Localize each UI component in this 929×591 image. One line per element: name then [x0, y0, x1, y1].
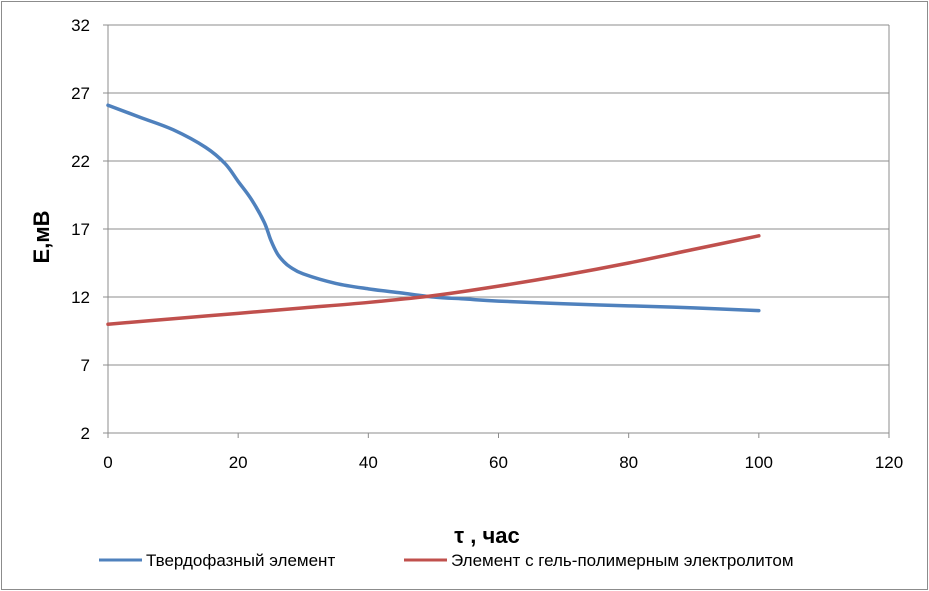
- y-tick-label-1: 7: [81, 356, 90, 375]
- legend-label-series-1: Твердофазный элемент: [146, 551, 335, 570]
- x-tick-label-0: 0: [103, 453, 112, 472]
- y-tick-label-5: 27: [71, 84, 90, 103]
- axes: [103, 24, 890, 438]
- gridlines: [108, 24, 890, 433]
- x-tick-label-5: 100: [745, 453, 773, 472]
- x-tick-label-2: 40: [359, 453, 378, 472]
- x-tick-label-3: 60: [489, 453, 508, 472]
- x-axis-title: τ , час: [454, 523, 519, 548]
- y-tick-label-6: 32: [71, 16, 90, 35]
- legend-label-series-2: Элемент с гель-полимерным электролитом: [451, 551, 794, 570]
- y-axis-title: Е,мВ: [29, 211, 54, 264]
- legend: Твердофазный элемент Элемент с гель-поли…: [99, 551, 794, 570]
- series-line-2: [106, 234, 761, 326]
- x-tick-label-4: 80: [619, 453, 638, 472]
- y-tick-label-3: 17: [71, 220, 90, 239]
- y-tick-label-2: 12: [71, 288, 90, 307]
- x-tick-label-1: 20: [229, 453, 248, 472]
- y-tick-label-4: 22: [71, 152, 90, 171]
- series-lines: [106, 103, 761, 326]
- y-tick-label-0: 2: [81, 424, 90, 443]
- series-line-1: [106, 103, 761, 313]
- x-tick-label-6: 120: [875, 453, 903, 472]
